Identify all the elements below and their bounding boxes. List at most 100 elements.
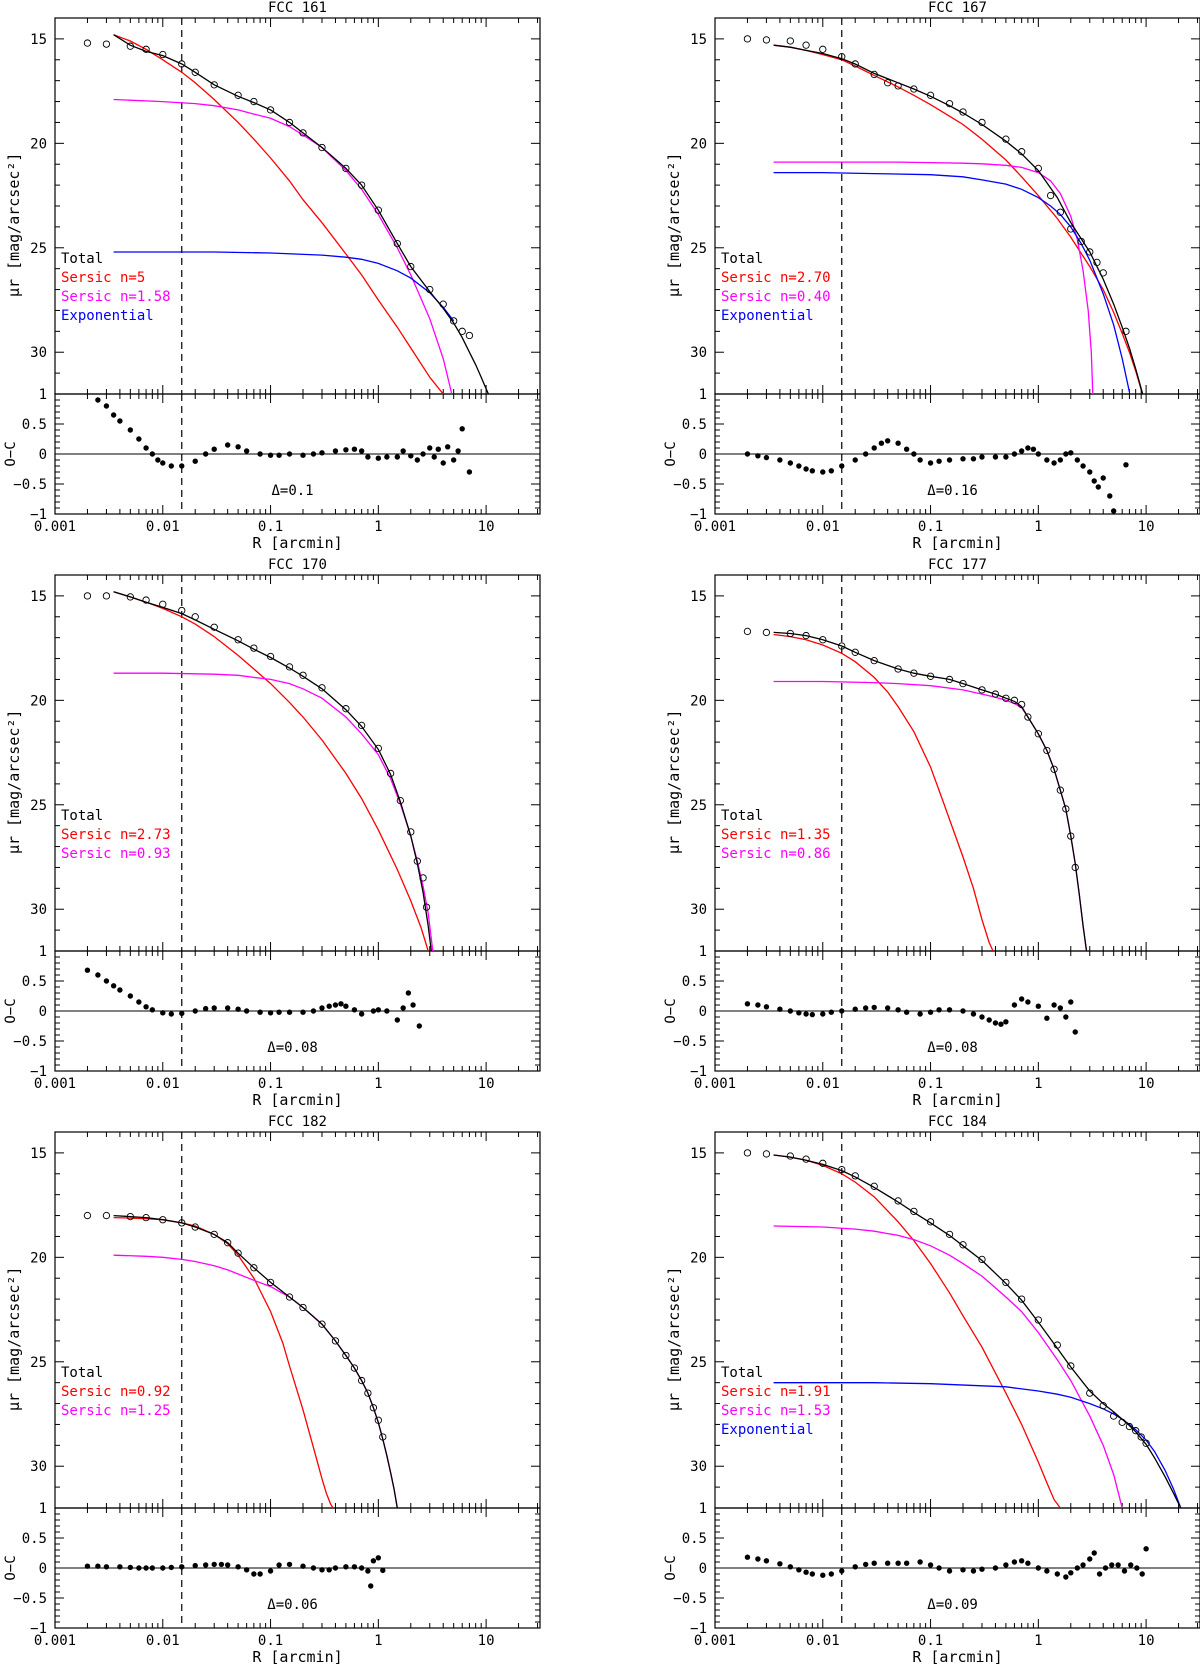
residual-axis-label: O−C	[3, 441, 19, 466]
residual-point	[895, 1560, 901, 1566]
data-point	[838, 642, 846, 650]
residual-point	[384, 454, 390, 460]
residual-point	[1030, 446, 1037, 452]
data-point	[285, 118, 294, 127]
axis-ticks	[714, 18, 1200, 515]
residual-point	[1063, 1014, 1069, 1020]
y-tick-label: 0.5	[682, 417, 707, 433]
residual-point	[343, 1003, 349, 1009]
residual-point	[1044, 457, 1050, 463]
data-point	[802, 1155, 810, 1163]
residual-point	[970, 1568, 977, 1574]
residual-point	[927, 1009, 934, 1015]
x-tick-label: 0.001	[694, 519, 736, 535]
residual-point	[243, 1008, 250, 1014]
y-tick-label: 20	[690, 1250, 707, 1266]
data-point	[369, 1404, 378, 1412]
residual-point	[351, 1564, 358, 1570]
residual-point	[192, 1562, 198, 1569]
data-point	[926, 1218, 935, 1226]
x-tick-label: 1	[374, 519, 382, 535]
legend-entry: Exponential	[61, 308, 154, 324]
residual-point	[218, 1561, 225, 1568]
residual-data	[95, 397, 473, 475]
residual-point	[911, 451, 917, 457]
residual-point	[358, 1011, 365, 1017]
data-point	[819, 45, 827, 53]
data-point	[1056, 208, 1064, 216]
y-tick-label: 20	[30, 693, 47, 709]
residual-point	[1143, 1546, 1149, 1552]
y-axis-label: μr [mag/arcsec²]	[665, 153, 683, 297]
residual-point	[979, 1014, 985, 1020]
residual-point	[276, 452, 282, 458]
data-point	[357, 1376, 366, 1385]
y-tick-label: 25	[690, 1355, 707, 1371]
residual-point	[168, 1011, 175, 1017]
y-axis-label: μr [mag/arcsec²]	[5, 710, 23, 855]
residual-point	[1115, 1562, 1121, 1568]
data-point	[1122, 327, 1130, 335]
data-point	[1067, 1362, 1075, 1370]
residual-point	[338, 1001, 344, 1007]
data-point	[234, 636, 242, 644]
x-tick-label: 0.001	[694, 1633, 736, 1649]
residual-point	[1091, 478, 1097, 484]
residual-point	[257, 1009, 263, 1015]
residual-point	[84, 967, 91, 973]
residual-point	[168, 463, 175, 469]
x-axis-label: R [arcmin]	[912, 1648, 1002, 1666]
legend: Total Sersic n=1.35 Sersic n=0.86	[721, 808, 831, 862]
residual-point	[95, 1563, 101, 1569]
residual-point	[95, 397, 101, 403]
data-point	[1077, 237, 1085, 246]
residual-point	[755, 453, 761, 459]
model-curve-exponential	[773, 171, 1131, 393]
y-tick-label: 0.5	[682, 1531, 707, 1547]
data-point	[1002, 1278, 1010, 1287]
residual-point	[820, 469, 826, 475]
data-point	[318, 684, 326, 692]
residual-point	[332, 1565, 339, 1571]
residual-point	[365, 454, 371, 460]
data-point	[851, 648, 859, 656]
x-tick-label: 1	[374, 1633, 382, 1649]
residual-data	[744, 1546, 1149, 1580]
residual-point	[1044, 1568, 1050, 1574]
residual-point	[777, 1006, 783, 1012]
chart-title: FCC 184	[928, 1114, 987, 1130]
data-point	[191, 68, 199, 76]
model-curve-sersic2	[773, 161, 1094, 394]
y-tick-label: −0.5	[13, 477, 47, 493]
data-point	[762, 36, 771, 44]
residual-point	[375, 455, 382, 461]
residual-point	[828, 468, 835, 474]
residual-point	[466, 469, 473, 475]
residual-point	[936, 1007, 942, 1013]
x-axis-label: R [arcmin]	[252, 534, 342, 552]
data-point	[786, 629, 794, 638]
residual-point	[440, 460, 446, 466]
model-curves	[773, 44, 1144, 394]
y-tick-label: −1	[30, 1064, 47, 1080]
y-axis-label: μr [mag/arcsec²]	[5, 153, 23, 297]
data-point	[393, 239, 401, 248]
y-tick-label: −1	[690, 1621, 707, 1637]
model-curve-sersic1	[773, 1154, 1061, 1508]
residual-point	[998, 1021, 1004, 1027]
residual-point	[777, 457, 783, 463]
residual-point	[862, 451, 869, 457]
residual-point	[903, 446, 910, 452]
residual-point	[368, 1583, 374, 1589]
residual-rms-label: Δ=0.08	[927, 1040, 978, 1056]
residual-point	[326, 1003, 332, 1009]
data-point	[851, 60, 859, 68]
residual-point	[332, 448, 339, 454]
residual-point	[1035, 1565, 1042, 1571]
model-curve-sersic2	[113, 672, 434, 951]
y-tick-label: 30	[690, 902, 707, 918]
axis-ticks	[714, 1132, 1200, 1629]
y-tick-label: 15	[30, 1146, 47, 1162]
residual-point	[243, 1567, 250, 1573]
data-point	[413, 857, 421, 865]
